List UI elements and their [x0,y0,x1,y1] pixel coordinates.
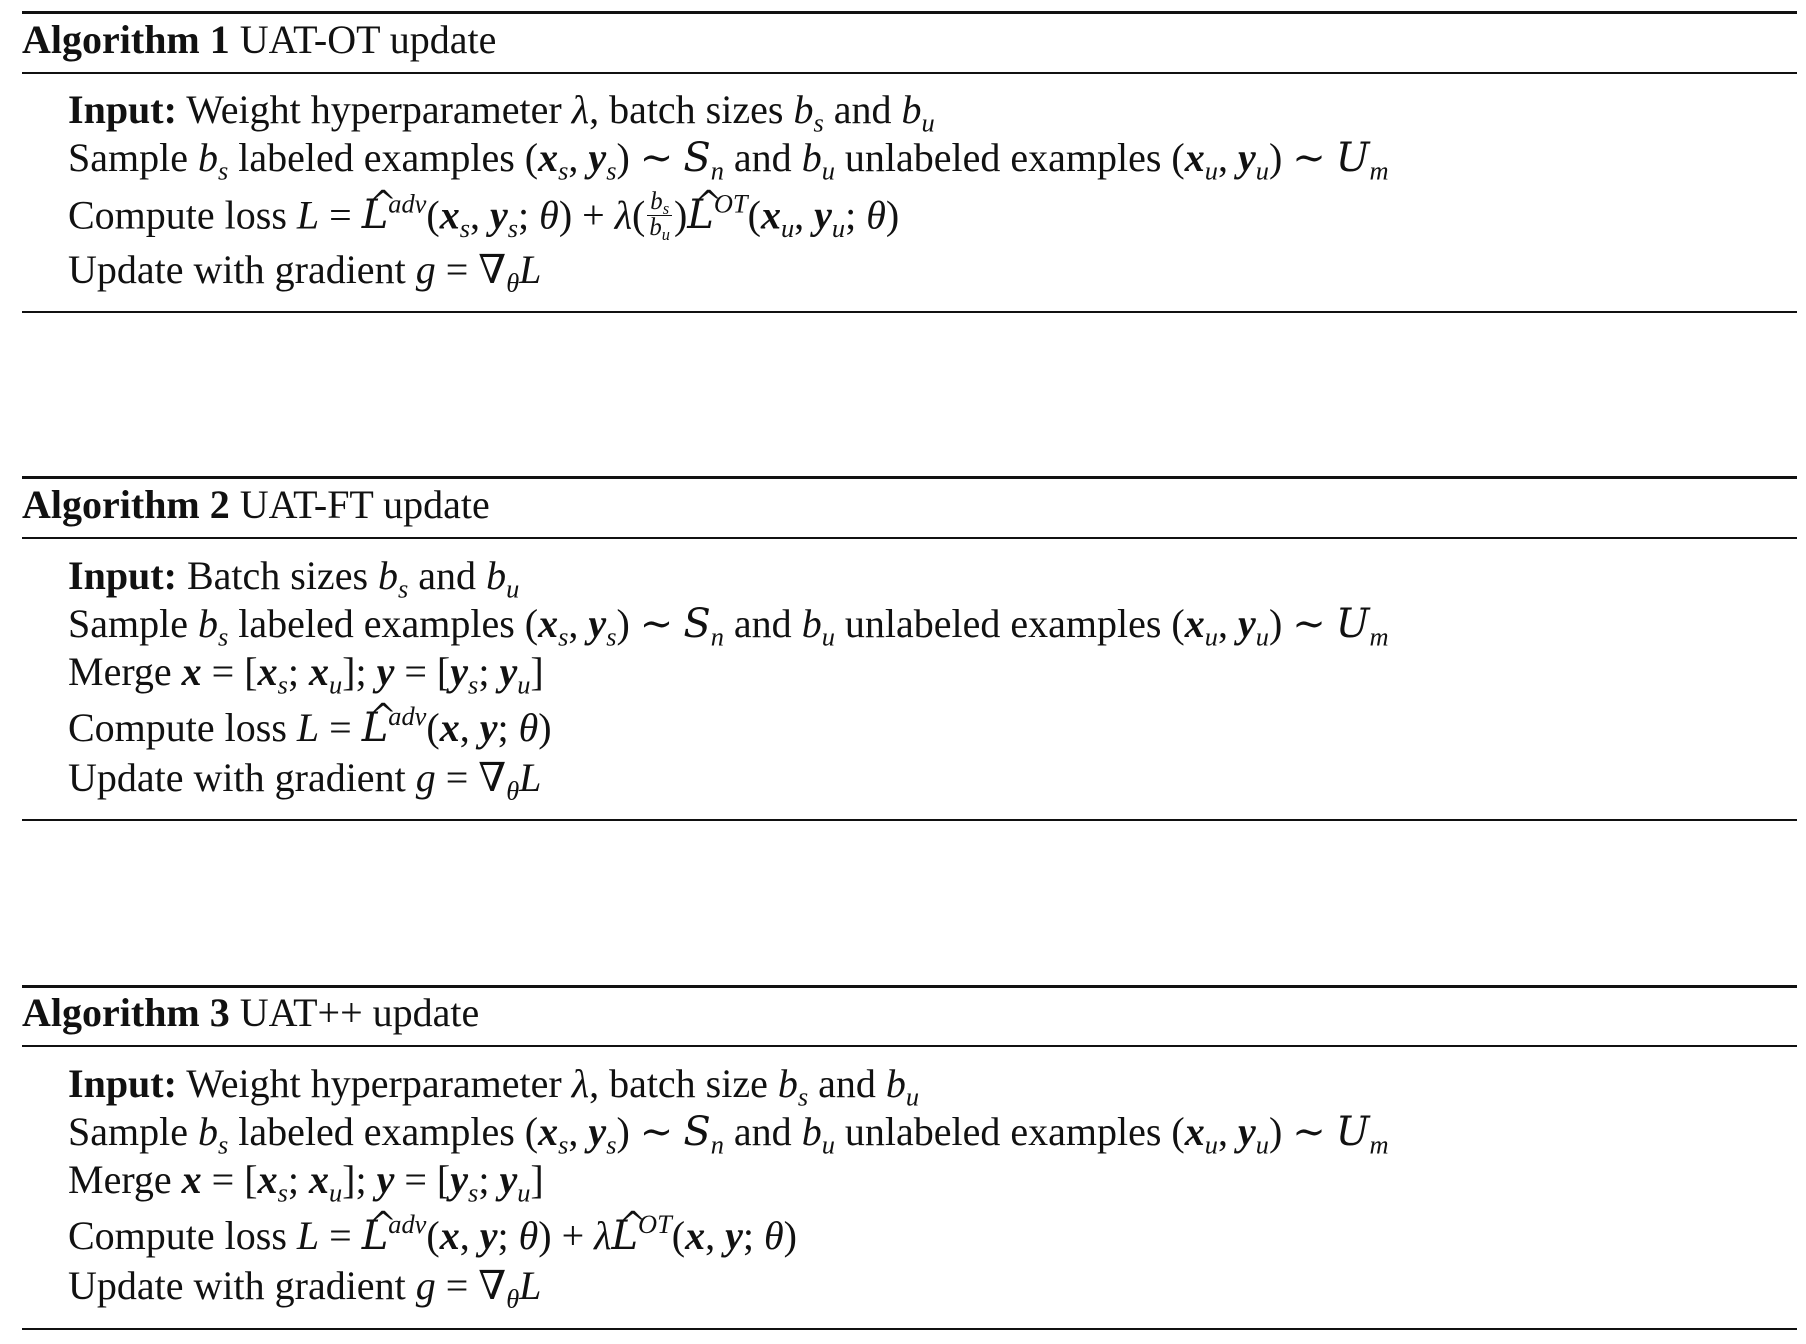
merge-line: Merge x = [xs; xu]; y = [ys; yu] [68,649,544,700]
algorithm-title: Algorithm 1 UAT-OT update [22,20,496,60]
update-line: Update with gradient g = ∇θL [68,755,542,806]
input-line: Input: Batch sizes bs and bu [68,553,520,604]
loss-line: Compute loss L = Ladv(x, y; θ) [68,695,552,748]
top-rule [22,476,1797,479]
bottom-rule [22,819,1797,821]
input-text: Weight hyperparameter λ, batch size bs a… [186,1061,920,1112]
input-label: Input: [68,1061,177,1106]
title-rule [22,537,1797,539]
bottom-rule [22,311,1797,313]
title-rule [22,72,1797,74]
input-label: Input: [68,87,177,132]
input-line: Input: Weight hyperparameter λ, batch si… [68,1061,920,1112]
bottom-rule [22,1328,1797,1330]
loss-line: Compute loss L = Ladv(xs, ys; θ) + λ(bsb… [68,182,899,245]
sample-line: Sample bs labeled examples (xs, ys) ∼ Sn… [68,1109,1389,1160]
merge-line: Merge x = [xs; xu]; y = [ys; yu] [68,1157,544,1208]
sample-line: Sample bs labeled examples (xs, ys) ∼ Sn… [68,135,1389,186]
sample-line: Sample bs labeled examples (xs, ys) ∼ Sn… [68,601,1389,652]
top-rule [22,11,1797,14]
algorithm-3-block: Algorithm 3 UAT++ update Input: Weight h… [22,0,1797,1340]
algorithm-title: Algorithm 3 UAT++ update [22,993,479,1033]
algorithm-label: Algorithm 2 [22,482,230,527]
title-rule [22,1045,1797,1047]
algorithm-name: UAT-OT update [239,17,497,62]
input-label: Input: [68,553,177,598]
input-text: Weight hyperparameter λ, batch sizes bs … [186,87,935,138]
algorithm-title: Algorithm 2 UAT-FT update [22,485,490,525]
update-line: Update with gradient g = ∇θL [68,1263,542,1314]
algorithm-2-block: Algorithm 2 UAT-FT update Input: Batch s… [22,0,1797,830]
loss-line: Compute loss L = Ladv(x, y; θ) + λLOT(x,… [68,1203,797,1256]
algorithm-name: UAT++ update [239,990,480,1035]
algorithm-label: Algorithm 3 [22,990,230,1035]
input-text: Batch sizes bs and bu [186,553,520,604]
algorithm-name: UAT-FT update [239,482,490,527]
algorithm-label: Algorithm 1 [22,17,230,62]
input-line: Input: Weight hyperparameter λ, batch si… [68,87,935,138]
update-line: Update with gradient g = ∇θL [68,247,542,298]
algorithm-1-block: Algorithm 1 UAT-OT update Input: Weight … [22,0,1797,330]
top-rule [22,985,1797,988]
